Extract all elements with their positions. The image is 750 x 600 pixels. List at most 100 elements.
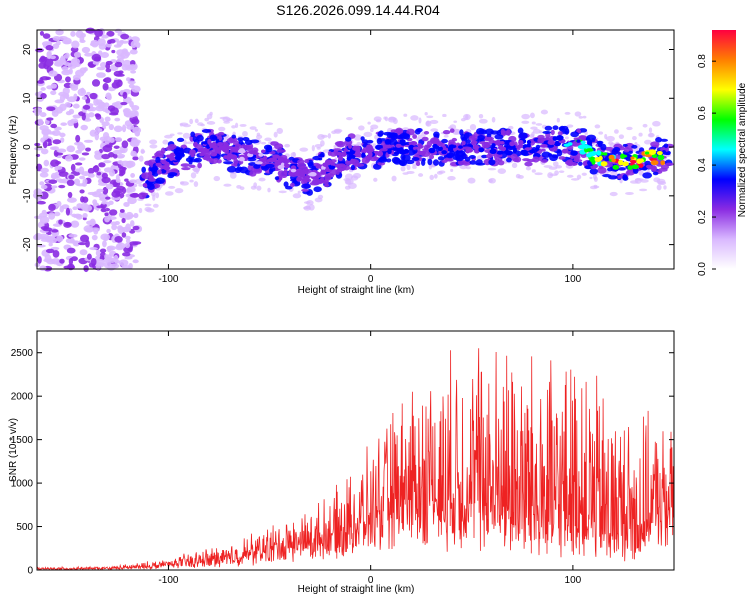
ridge-blob xyxy=(163,165,171,171)
ridge-blob xyxy=(302,177,307,184)
halo-blob xyxy=(162,139,169,145)
noise-blob xyxy=(129,60,136,66)
halo-blob xyxy=(610,170,618,177)
noise-blob xyxy=(40,167,49,174)
ridge-blob xyxy=(657,154,665,161)
ridge-blob xyxy=(346,156,352,161)
noise-blob xyxy=(101,200,107,205)
halo-blob xyxy=(555,165,563,169)
noise-blob xyxy=(71,40,80,49)
ridge-blob xyxy=(330,161,336,167)
spectrogram-y-tick-label: -10 xyxy=(22,188,33,203)
halo-blob xyxy=(260,141,267,145)
noise-blob xyxy=(72,114,82,119)
band-blob xyxy=(635,154,643,159)
halo-blob xyxy=(206,113,213,120)
band-blob xyxy=(526,159,536,163)
noise-blob xyxy=(120,101,128,106)
halo-blob xyxy=(530,126,538,130)
halo-blob xyxy=(392,118,398,125)
halo-blob xyxy=(467,177,476,184)
halo-blob xyxy=(656,184,662,191)
noise-blob xyxy=(86,91,91,96)
halo-blob xyxy=(529,112,535,119)
noise-blob xyxy=(33,215,43,220)
noise-blob xyxy=(84,52,93,57)
noise-blob xyxy=(102,240,107,248)
halo-blob xyxy=(511,162,518,169)
ridge-blob xyxy=(638,158,644,163)
noise-blob xyxy=(129,241,139,246)
band-blob xyxy=(642,172,653,179)
noise-blob xyxy=(106,94,112,101)
noise-blob xyxy=(100,233,111,241)
noise-blob xyxy=(65,207,71,216)
band-blob xyxy=(608,175,618,180)
band-blob xyxy=(485,136,494,141)
band-blob xyxy=(391,156,401,164)
band-blob xyxy=(421,159,426,166)
band-blob xyxy=(627,150,633,154)
noise-blob xyxy=(118,259,129,267)
noise-blob xyxy=(91,79,101,87)
noise-blob xyxy=(121,48,128,54)
noise-blob xyxy=(51,185,58,189)
noise-blob xyxy=(105,196,111,200)
band-blob xyxy=(421,136,429,142)
noise-blob xyxy=(37,118,44,126)
band-blob xyxy=(464,156,471,162)
ridge-blob xyxy=(384,138,392,145)
noise-blob xyxy=(94,152,104,160)
noise-blob xyxy=(39,181,45,186)
noise-blob xyxy=(40,226,49,230)
halo-blob xyxy=(564,111,571,115)
band-blob xyxy=(441,138,448,144)
spectrogram-y-tick-label: 10 xyxy=(22,92,33,104)
noise-blob xyxy=(108,200,114,206)
ridge-blob xyxy=(656,150,663,156)
spectrogram-x-tick-label: 100 xyxy=(565,274,582,285)
band-blob xyxy=(612,146,621,153)
spectrogram-y-tick-label: 0 xyxy=(22,144,33,150)
noise-blob xyxy=(122,108,131,114)
halo-blob xyxy=(406,164,411,171)
band-blob xyxy=(517,127,524,134)
noise-blob xyxy=(98,162,106,168)
band-blob xyxy=(254,169,262,174)
band-blob xyxy=(411,157,420,161)
noise-blob xyxy=(123,201,130,207)
noise-blob xyxy=(42,33,51,39)
ridge-blob xyxy=(258,152,264,157)
band-blob xyxy=(377,131,384,137)
noise-blob xyxy=(77,143,86,152)
noise-blob xyxy=(125,188,133,193)
noise-blob xyxy=(73,213,82,218)
ridge-blob xyxy=(495,140,502,145)
halo-blob xyxy=(138,207,143,214)
noise-blob xyxy=(100,52,110,59)
band-blob xyxy=(414,128,421,135)
band-blob xyxy=(451,137,458,142)
spectrogram-blobs xyxy=(32,27,675,273)
noise-blob xyxy=(52,232,57,237)
noise-blob xyxy=(68,174,75,180)
noise-blob xyxy=(118,211,127,219)
halo-blob xyxy=(206,121,216,125)
band-blob xyxy=(239,166,249,174)
band-blob xyxy=(386,132,396,139)
halo-blob xyxy=(508,125,514,130)
ridge-blob xyxy=(505,150,513,156)
noise-blob xyxy=(93,98,99,106)
band-blob xyxy=(664,162,674,166)
noise-blob xyxy=(129,100,134,108)
halo-blob xyxy=(629,180,639,184)
halo-blob xyxy=(222,116,231,123)
noise-blob xyxy=(39,125,49,131)
ridge-blob xyxy=(660,160,666,166)
halo-blob xyxy=(194,118,199,124)
halo-blob xyxy=(574,111,582,117)
halo-blob xyxy=(412,163,417,167)
ridge-blob xyxy=(645,154,652,158)
halo-blob xyxy=(363,131,373,138)
